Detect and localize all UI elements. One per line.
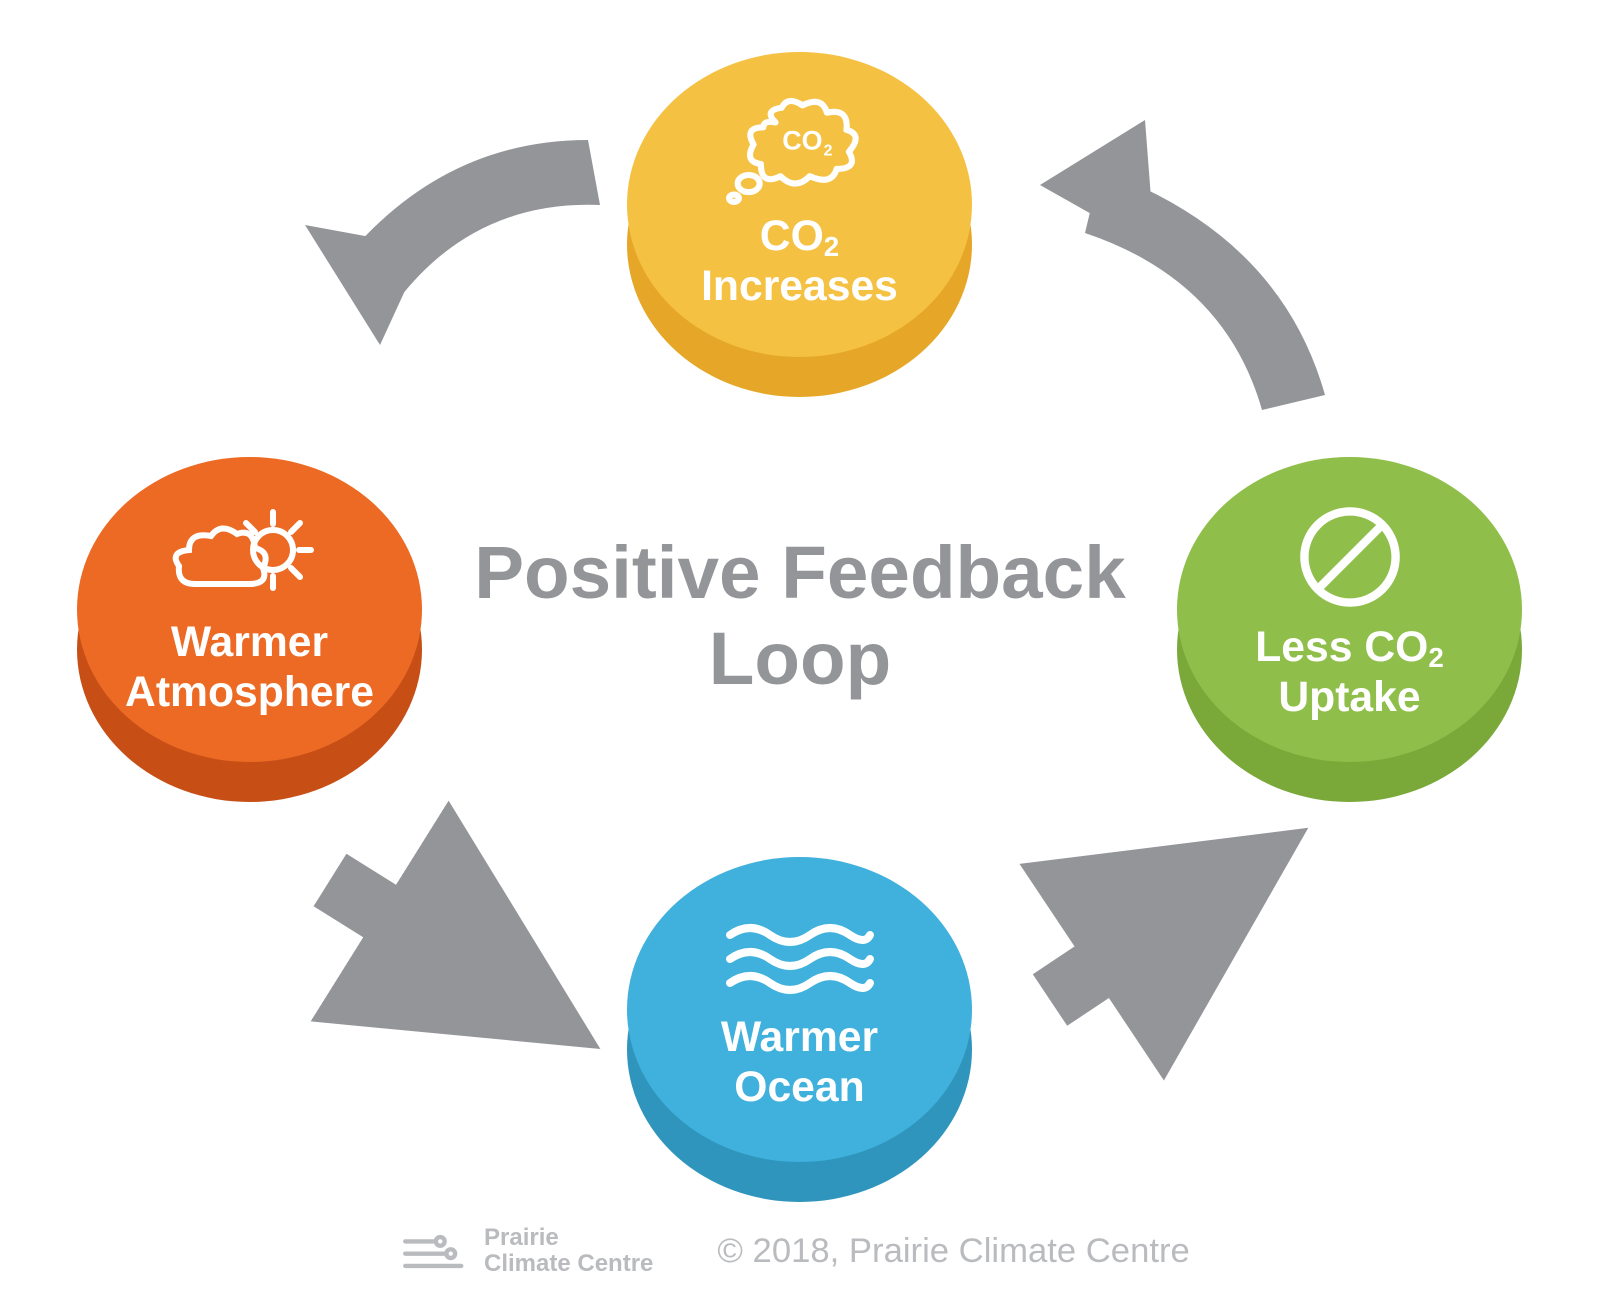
node-right-label: Less CO2 Uptake xyxy=(1255,623,1443,721)
arrow-left-to-bottom xyxy=(330,880,490,980)
footer-copyright: © 2018, Prairie Climate Centre xyxy=(717,1232,1189,1271)
sun-cloud-icon xyxy=(165,502,335,612)
center-title: Positive Feedback Loop xyxy=(400,530,1200,702)
svg-text:2: 2 xyxy=(823,143,832,160)
diagram-stage: Positive Feedback Loop CO 2 CO2 Increase xyxy=(0,0,1600,1307)
node-left-label: Warmer Atmosphere xyxy=(125,618,374,716)
center-title-line2: Loop xyxy=(709,616,891,700)
node-right-face: Less CO2 Uptake xyxy=(1177,457,1522,762)
footer: Prairie Climate Centre © 2018, Prairie C… xyxy=(400,1225,1190,1278)
node-top-face: CO 2 CO2 Increases xyxy=(627,52,972,357)
node-left-face: Warmer Atmosphere xyxy=(77,457,422,762)
svg-text:CO: CO xyxy=(782,126,822,156)
node-right: Less CO2 Uptake xyxy=(1177,457,1522,802)
arrow-top-to-left xyxy=(305,140,600,345)
center-title-line1: Positive Feedback xyxy=(474,530,1125,614)
arrow-bottom-to-right xyxy=(1050,900,1200,1000)
node-top: CO 2 CO2 Increases xyxy=(627,52,972,397)
footer-logo-line1: Prairie xyxy=(484,1224,559,1251)
no-symbol-icon xyxy=(1290,497,1410,617)
footer-logo: Prairie Climate Centre xyxy=(400,1225,653,1278)
node-bottom-label: Warmer Ocean xyxy=(721,1013,878,1111)
node-bottom: Warmer Ocean xyxy=(627,857,972,1202)
node-top-label: CO2 Increases xyxy=(701,212,898,310)
node-bottom-face: Warmer Ocean xyxy=(627,857,972,1162)
arrow-right-to-top xyxy=(1040,120,1325,410)
node-left: Warmer Atmosphere xyxy=(77,457,422,802)
co2-cloud-icon: CO 2 xyxy=(725,98,875,208)
waves-icon xyxy=(720,907,880,1007)
footer-logo-icon xyxy=(400,1229,470,1273)
footer-logo-line2: Climate Centre xyxy=(484,1250,653,1277)
